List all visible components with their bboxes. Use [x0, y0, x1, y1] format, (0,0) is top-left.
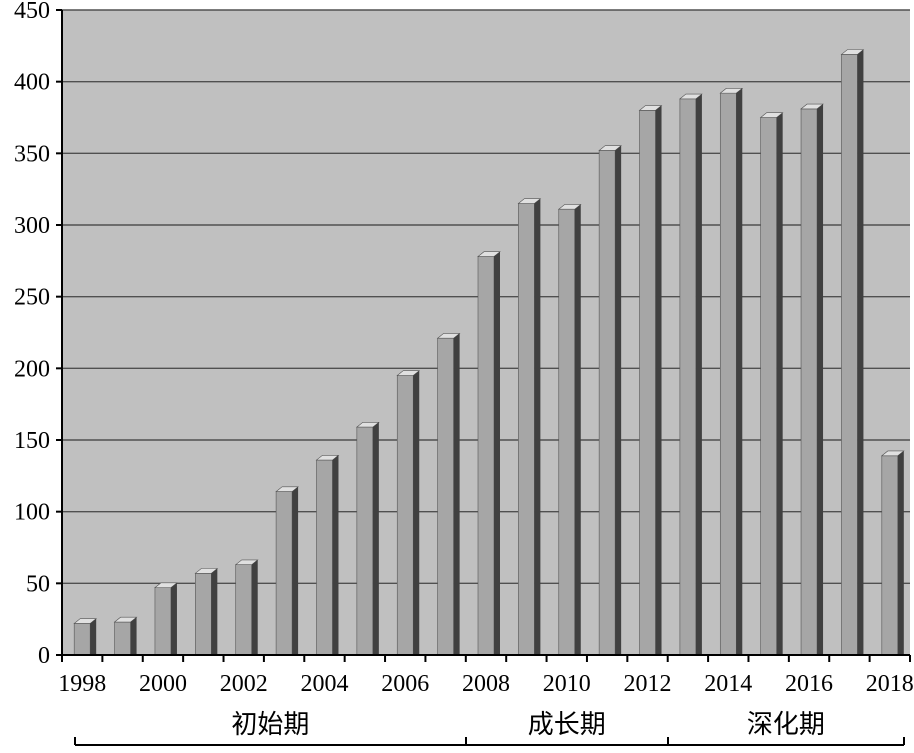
bar-2007 [436, 333, 461, 656]
bar-face [235, 564, 253, 656]
bar-2011 [598, 145, 622, 656]
y-tick-label: 350 [14, 141, 50, 167]
bar-face [518, 203, 535, 656]
bar-side [534, 198, 541, 655]
bar-side [736, 88, 743, 656]
bar-2003 [275, 486, 299, 656]
bar-face [114, 621, 131, 656]
x-tick-label: 2008 [462, 671, 510, 697]
bar-face [396, 375, 414, 656]
bar-face [639, 110, 656, 656]
y-tick-label: 300 [14, 213, 50, 239]
bar-2008 [477, 251, 501, 656]
x-tick-label: 2012 [624, 671, 672, 697]
phase-brackets: 初始期 成长期 深化期 [74, 710, 905, 746]
y-tick-label: 150 [14, 428, 50, 454]
bar-2000 [154, 582, 178, 656]
bar-face [679, 98, 697, 656]
bar-side [574, 204, 581, 655]
bar-face [841, 54, 858, 656]
bar-2014 [719, 88, 744, 656]
x-tick-label: 2018 [866, 671, 914, 697]
bar-2013 [679, 93, 703, 656]
bar-2004 [315, 454, 340, 656]
bar-side [857, 49, 864, 655]
bar-side [695, 94, 702, 656]
bar-2009 [517, 198, 542, 656]
bar-face [598, 150, 616, 656]
bar-side [251, 559, 258, 655]
bar-face [881, 455, 899, 656]
bar-side [211, 568, 218, 655]
bar-face [437, 337, 454, 656]
bar-face [356, 426, 374, 656]
bar-1998 [73, 618, 98, 656]
bar-2002 [234, 559, 259, 656]
bar-side [817, 104, 824, 656]
bar-2017 [840, 49, 865, 656]
y-tick-label: 450 [14, 0, 50, 24]
bar-face [73, 623, 91, 656]
bar-face [477, 256, 495, 656]
bar-side [90, 618, 97, 655]
bar-side [332, 455, 339, 655]
phase-label: 深化期 [747, 710, 825, 740]
bar-2018 [880, 450, 905, 656]
bar-1999 [113, 616, 138, 656]
bar-face [760, 117, 777, 656]
phase-label: 初始期 [231, 710, 309, 740]
bar-side [655, 105, 662, 656]
x-tick-label: 2010 [543, 671, 591, 697]
bar-2015 [759, 112, 784, 656]
bar-side [453, 333, 460, 655]
bar-2010 [557, 204, 582, 656]
x-tick-label: 1998 [58, 671, 106, 697]
bar-2012 [638, 105, 663, 656]
y-tick-label: 0 [38, 643, 50, 669]
bar-side [372, 422, 379, 655]
x-tick-label: 2004 [300, 671, 348, 697]
bar-side [170, 582, 177, 655]
bar-face [800, 108, 818, 656]
y-tick-label: 250 [14, 285, 50, 311]
bar-face [558, 208, 576, 656]
bar-side [130, 617, 137, 655]
x-tick-label: 2002 [220, 671, 268, 697]
bar-side [494, 251, 500, 655]
x-tick-label: 2006 [381, 671, 429, 697]
bar-2005 [356, 421, 380, 656]
y-tick-label: 200 [14, 356, 50, 382]
bar-side [292, 486, 299, 655]
bar-face [154, 587, 172, 656]
bar-2001 [194, 568, 219, 656]
x-tick-labels: 1998 2000 2002 2004 2006 2008 2010 2012 2014 2016… [58, 671, 914, 697]
bar-side [615, 145, 622, 655]
y-tick-labels: 0 50 100 150 200 250 300 350 400 450 [14, 0, 50, 669]
y-tick-label: 100 [14, 500, 50, 526]
y-tick-label: 50 [26, 571, 50, 597]
bar-side [897, 450, 904, 655]
x-tick-label: 2016 [785, 671, 833, 697]
bar-2016 [800, 103, 824, 656]
x-tick-label: 2000 [139, 671, 187, 697]
x-tick-label: 2014 [704, 671, 752, 697]
bar-face [719, 92, 737, 656]
y-tick-label: 400 [14, 70, 50, 96]
bar-face [195, 572, 212, 656]
bar-face [275, 491, 293, 656]
phase-label: 成长期 [528, 710, 606, 740]
bar-2006 [396, 370, 421, 656]
bar-face [316, 459, 333, 656]
bar-side [776, 112, 783, 655]
bar-side [413, 370, 420, 655]
axes [56, 9, 911, 662]
bars [73, 49, 905, 656]
